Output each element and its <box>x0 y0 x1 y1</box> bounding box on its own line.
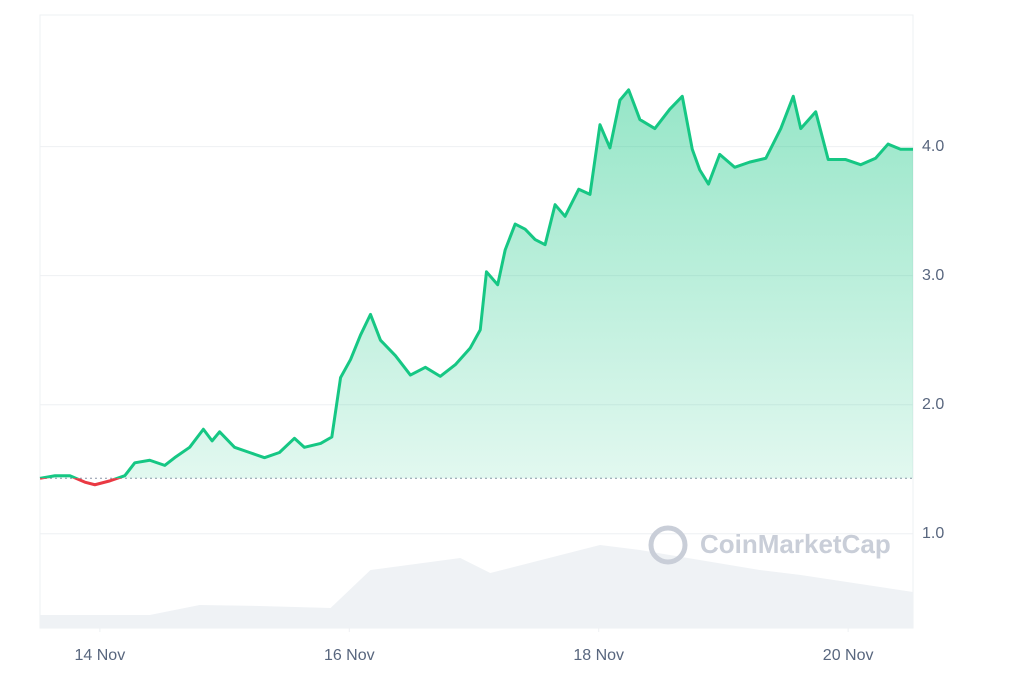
y-tick-label: 4.0 <box>922 138 944 155</box>
x-tick-label: 20 Nov <box>823 647 874 664</box>
x-tick-label: 14 Nov <box>75 647 126 664</box>
y-tick-label: 1.0 <box>922 525 944 542</box>
price-line <box>39 88 913 479</box>
price-area <box>40 89 913 479</box>
x-tick-label: 18 Nov <box>573 647 624 664</box>
x-tick-label: 16 Nov <box>324 647 375 664</box>
watermark-logo <box>648 525 688 565</box>
y-tick-label: 3.0 <box>922 267 944 284</box>
watermark: CoinMarketCap <box>700 529 891 559</box>
y-tick-label: 2.0 <box>922 396 944 413</box>
volume-area <box>40 545 913 628</box>
